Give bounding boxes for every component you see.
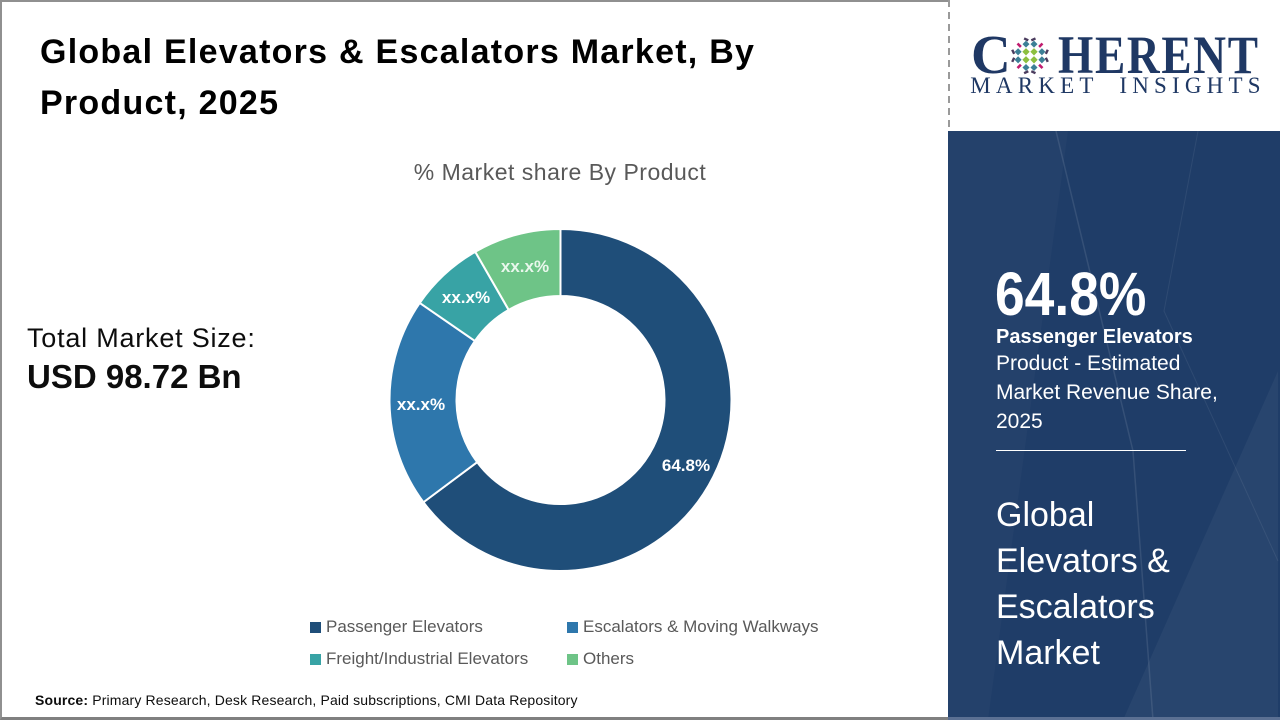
svg-text:xx.x%: xx.x% bbox=[501, 257, 549, 276]
svg-text:xx.x%: xx.x% bbox=[442, 288, 490, 307]
svg-text:xx.x%: xx.x% bbox=[397, 395, 445, 414]
svg-text:64.8%: 64.8% bbox=[662, 456, 710, 475]
